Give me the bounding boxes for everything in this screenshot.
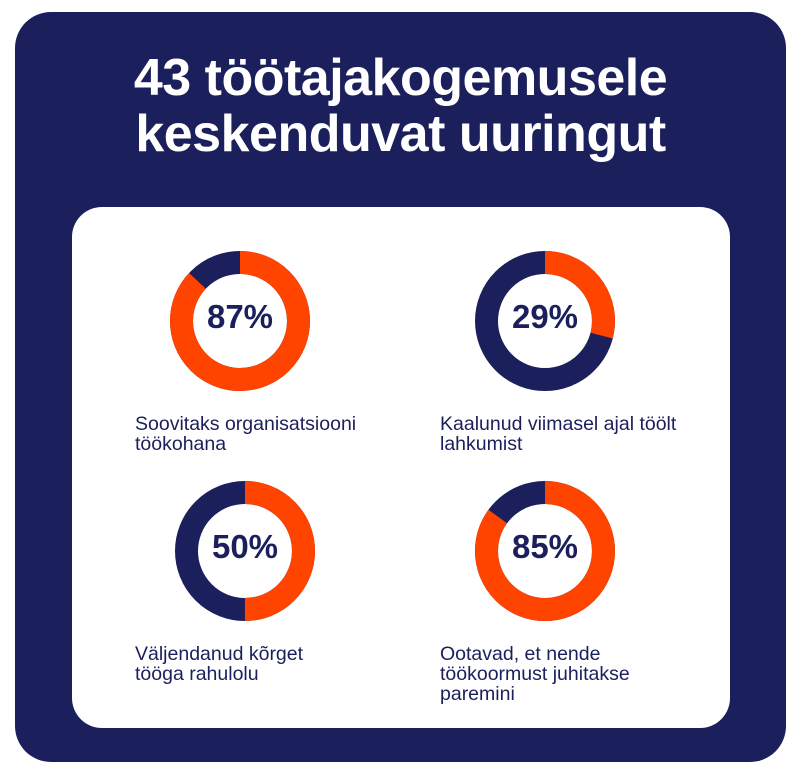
donut-label: Väljendanud kõrget tööga rahulolu: [135, 643, 304, 685]
donut-value: 29%: [511, 298, 579, 335]
donut-value: 50%: [211, 528, 279, 565]
donut-svg: [475, 481, 615, 621]
title-line-2: keskenduvat uuringut: [135, 105, 666, 163]
donut-label: Ootavad, et nende töökoormust juhitakse …: [440, 643, 630, 705]
donut-label: Kaalunud viimasel ajal töölt lahkumist: [440, 413, 677, 455]
donut-chart-workload: 85%: [470, 476, 620, 626]
donut-label: Soovitaks organisatsiooni töökohana: [135, 413, 357, 455]
donut-chart-satisfaction: 50%: [170, 476, 320, 626]
donut-chart-leaving: 29%: [470, 246, 620, 396]
title-line-1: 43 töötajakogemusele: [133, 49, 668, 107]
donut-svg: [175, 481, 315, 621]
donut-value-segment: [175, 481, 315, 621]
donut-value-segment: [170, 251, 310, 391]
donut-svg: [475, 251, 615, 391]
donut-value-segment: [475, 251, 615, 391]
donut-chart-recommend: 87%: [165, 246, 315, 396]
donut-value: 85%: [511, 528, 579, 565]
page-title: 43 töötajakogemusele keskenduvat uuringu…: [0, 50, 801, 162]
donut-svg: [170, 251, 310, 391]
donut-value: 87%: [206, 298, 274, 335]
donut-value-segment: [475, 481, 615, 621]
